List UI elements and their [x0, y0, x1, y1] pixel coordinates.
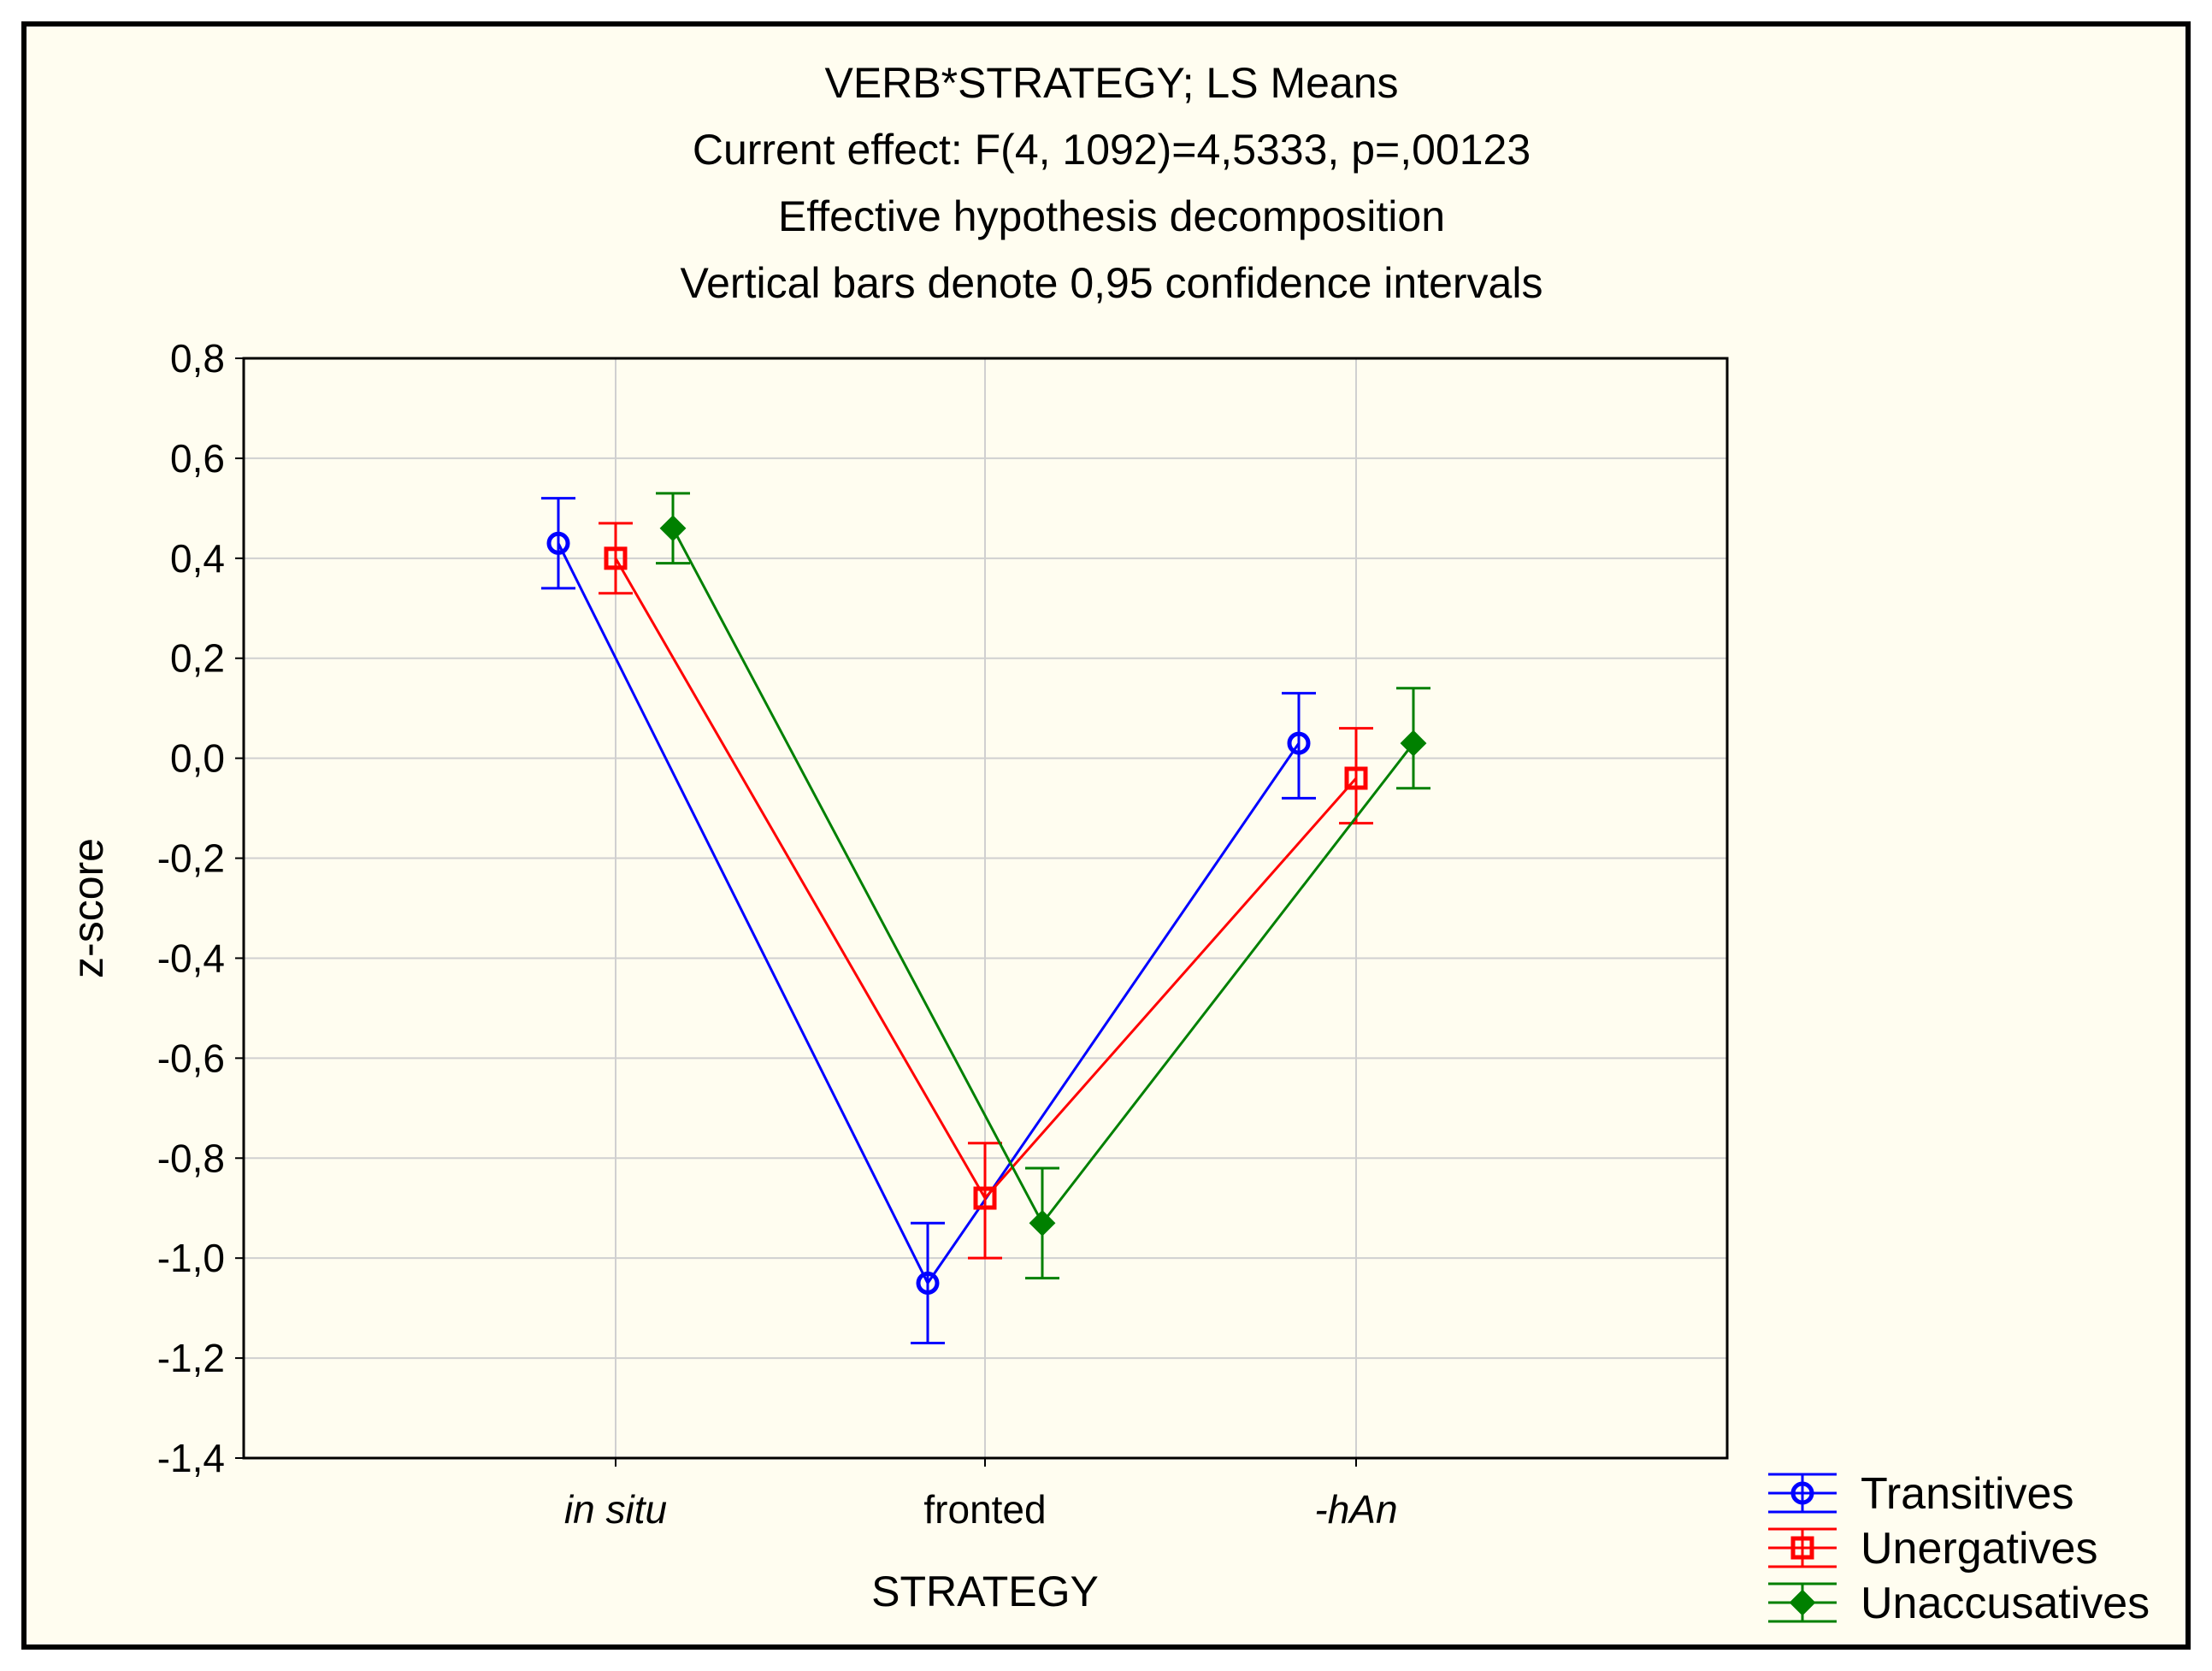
chart-title: VERB*STRATEGY; LS Means Current effect: …: [681, 59, 1543, 307]
legend-label: Unaccusatives: [1861, 1579, 2150, 1628]
error-bar: [1282, 692, 1316, 800]
title-line-2: Current effect: F(4, 1092)=4,5333, p=,00…: [693, 126, 1531, 174]
y-tick-label: -1,4: [157, 1436, 225, 1480]
x-tick-label: -hAn: [1314, 1487, 1397, 1532]
series-line: [671, 528, 1415, 1226]
error-bar: [1339, 727, 1373, 825]
marker-square: [1790, 1536, 1814, 1560]
y-tick-label: 0,0: [170, 736, 225, 781]
legend-marker: [1789, 1589, 1816, 1616]
y-axis: 0,8 0,6 0,4 0,2 0,0 -0,2 -0,4 -0,6 -0,8 -1,0 -1,2 -…: [157, 336, 244, 1480]
marker-diamond: [1400, 729, 1427, 757]
legend-marker: [1790, 1536, 1814, 1560]
data-point: [546, 531, 570, 555]
legend-label: Transitives: [1861, 1469, 2073, 1519]
x-axis: in situ fronted -hAn: [564, 1458, 1398, 1532]
marker-square: [604, 546, 628, 570]
data-point: [1344, 766, 1368, 790]
marker-circle: [1287, 731, 1311, 755]
y-axis-label: z-score: [64, 838, 112, 978]
error-bar: [911, 1221, 945, 1345]
legend-item: Transitives: [1768, 1469, 2073, 1519]
marker-diamond: [659, 515, 687, 542]
marker-square: [1344, 766, 1368, 790]
data-point: [973, 1186, 997, 1210]
series-unaccusatives: [656, 492, 1430, 1280]
y-tick-label: -0,8: [157, 1136, 225, 1180]
data-point: [916, 1271, 940, 1295]
y-tick-label: 0,8: [170, 336, 225, 381]
marker-square: [973, 1186, 997, 1210]
y-tick-label: 0,6: [170, 436, 225, 481]
error-bar: [599, 522, 633, 595]
data-point: [1287, 731, 1311, 755]
data-point: [659, 515, 687, 542]
y-tick-label: 0,2: [170, 636, 225, 681]
data-point: [604, 546, 628, 570]
chart-frame: [21, 21, 2191, 1650]
series-unergatives: [599, 522, 1373, 1260]
marker-diamond: [1029, 1209, 1056, 1237]
series-group: [541, 492, 1430, 1345]
legend-item: Unergatives: [1768, 1524, 2097, 1574]
marker-circle: [1790, 1481, 1814, 1505]
y-tick-label: 0,4: [170, 536, 225, 581]
title-line-3: Effective hypothesis decomposition: [778, 192, 1445, 240]
x-tick-label: in situ: [564, 1487, 667, 1532]
marker-diamond: [1789, 1589, 1816, 1616]
x-tick-label: fronted: [923, 1487, 1046, 1532]
legend-label: Unergatives: [1861, 1524, 2097, 1574]
title-line-4: Vertical bars denote 0,95 confidence int…: [681, 259, 1543, 307]
legend-marker: [1790, 1481, 1814, 1505]
title-line-1: VERB*STRATEGY; LS Means: [824, 59, 1398, 107]
series-transitives: [541, 497, 1316, 1345]
y-tick-label: -1,0: [157, 1236, 225, 1280]
grid: [244, 358, 1727, 1458]
legend-item: Unaccusatives: [1768, 1579, 2150, 1628]
marker-circle: [916, 1271, 940, 1295]
data-point: [1029, 1209, 1056, 1237]
data-point: [1400, 729, 1427, 757]
series-line: [557, 542, 1301, 1286]
y-tick-label: -0,6: [157, 1036, 225, 1080]
y-tick-label: -0,2: [157, 836, 225, 881]
y-tick-label: -0,4: [157, 936, 225, 980]
marker-circle: [546, 531, 570, 555]
x-axis-label: STRATEGY: [871, 1568, 1099, 1615]
error-bar: [541, 497, 575, 590]
error-bar: [968, 1142, 1002, 1260]
y-tick-label: -1,2: [157, 1336, 225, 1380]
